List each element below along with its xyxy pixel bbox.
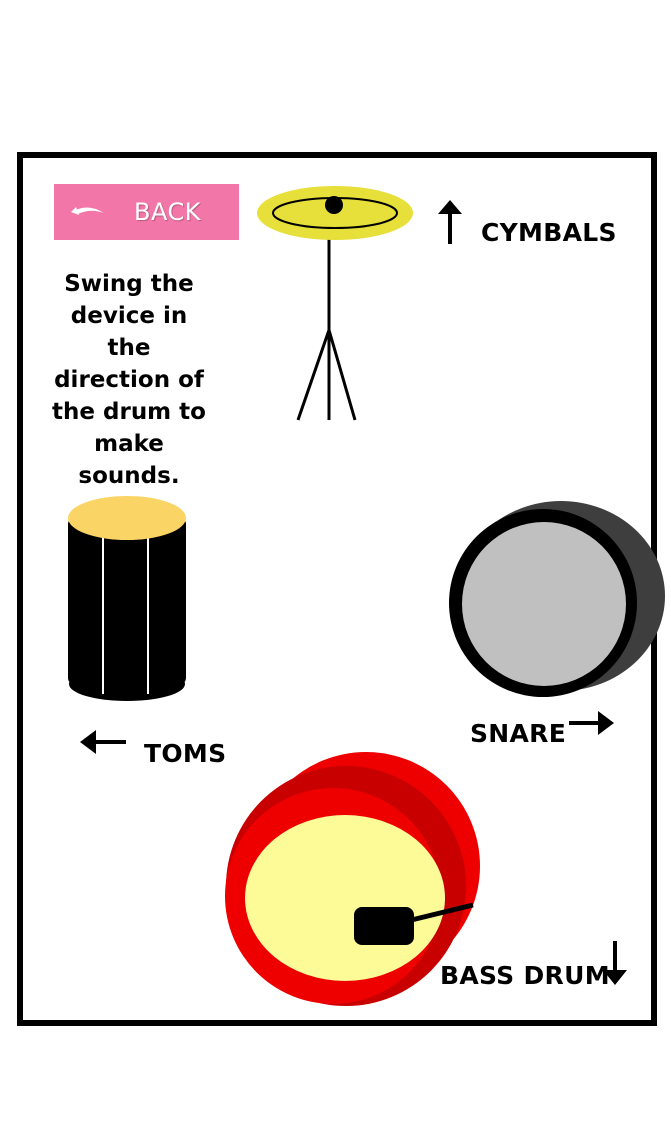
back-button[interactable]: BACK (54, 184, 239, 240)
snare-pad[interactable] (448, 500, 648, 700)
snare-label: SNARE (470, 719, 567, 748)
back-button-label: BACK (134, 198, 201, 226)
instructions-text: Swing the device in the direction of the… (52, 271, 206, 489)
toms-pad[interactable] (66, 495, 188, 700)
cymbals-label: CYMBALS (481, 218, 617, 247)
bass-drum-pad[interactable] (225, 752, 480, 1002)
cymbals-pad[interactable] (255, 183, 415, 423)
bass-drum-label: BASS DRUM (440, 961, 610, 990)
toms-label: TOMS (144, 739, 227, 768)
undo-arrow-icon (71, 207, 104, 215)
